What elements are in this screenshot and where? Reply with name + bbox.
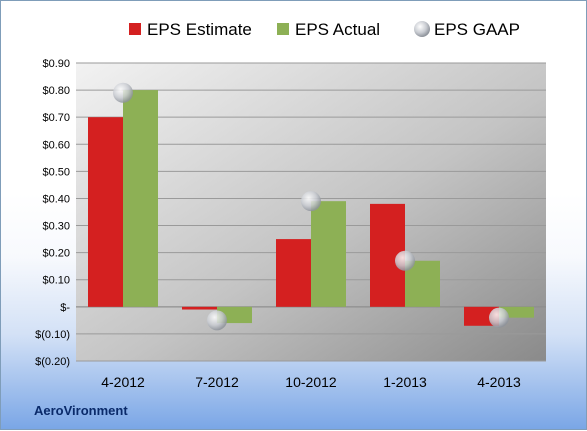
eps-gaap-marker bbox=[489, 307, 509, 328]
y-tick-label: $(0.20) bbox=[35, 356, 70, 368]
y-tick-label: $- bbox=[60, 302, 70, 314]
legend-label: EPS Actual bbox=[295, 20, 380, 39]
legend-swatch bbox=[277, 23, 289, 35]
y-tick-label: $0.10 bbox=[42, 275, 70, 287]
x-axis-labels: 4-2012 7-2012 10-2012 1-2013 4-2013 bbox=[101, 374, 521, 390]
legend-label: EPS Estimate bbox=[147, 20, 252, 39]
legend-label: EPS GAAP bbox=[434, 20, 520, 39]
eps-gaap-marker bbox=[301, 191, 321, 212]
eps-gaap-marker bbox=[395, 250, 415, 271]
eps-actual-bar bbox=[311, 201, 346, 307]
y-tick-label: $0.30 bbox=[42, 221, 70, 233]
y-tick-label: $0.80 bbox=[42, 85, 70, 97]
gaap-markers bbox=[113, 82, 509, 331]
y-tick-label: $0.70 bbox=[42, 112, 70, 124]
eps-estimate-bar bbox=[88, 117, 123, 307]
y-tick-label: $0.60 bbox=[42, 139, 70, 151]
legend: EPS Estimate EPS Actual EPS GAAP bbox=[129, 20, 520, 39]
eps-estimate-bar bbox=[182, 306, 217, 310]
eps-actual-bar bbox=[123, 90, 158, 307]
eps-estimate-bar bbox=[276, 239, 311, 307]
x-category-label: 7-2012 bbox=[195, 374, 239, 390]
y-tick-label: $0.40 bbox=[42, 193, 70, 205]
bars bbox=[88, 90, 534, 326]
legend-swatch bbox=[129, 23, 141, 35]
legend-swatch-gaap bbox=[414, 21, 430, 37]
eps-actual-bar bbox=[499, 306, 534, 318]
x-category-label: 1-2013 bbox=[383, 374, 427, 390]
y-tick-label: $0.20 bbox=[42, 248, 70, 260]
y-tick-label: $0.90 bbox=[42, 58, 70, 70]
y-tick-label: $0.50 bbox=[42, 166, 70, 178]
company-name: AeroVironment bbox=[34, 403, 128, 418]
eps-gaap-marker bbox=[207, 310, 227, 331]
x-category-label: 4-2013 bbox=[477, 374, 521, 390]
eps-gaap-marker bbox=[113, 82, 133, 103]
x-category-label: 4-2012 bbox=[101, 374, 145, 390]
y-tick-label: $(0.10) bbox=[35, 329, 70, 341]
x-category-label: 10-2012 bbox=[285, 374, 337, 390]
y-axis-ticks: $0.90 $0.80 $0.70 $0.60 $0.50 $0.40 $0.30 $0.20… bbox=[35, 58, 70, 368]
